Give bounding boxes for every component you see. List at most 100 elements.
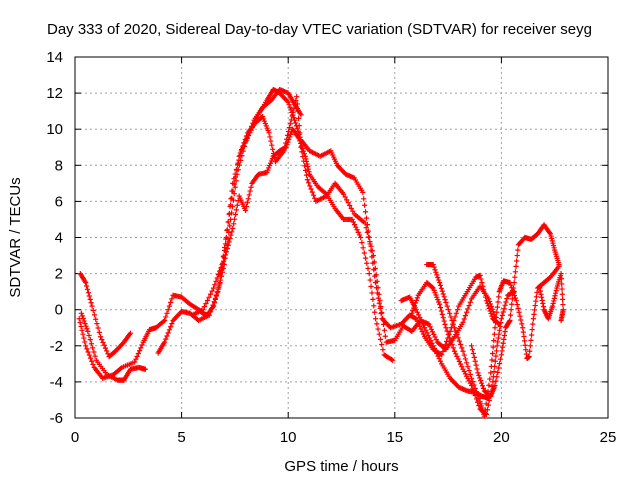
data-point [495,335,501,341]
data-point [523,351,529,357]
data-point [165,307,171,313]
data-point [77,319,83,326]
data-point [81,318,87,324]
data-point [350,208,356,214]
data-point [434,272,440,278]
data-point [472,392,478,399]
x-tick-label: 20 [493,429,510,446]
data-point [472,358,478,364]
data-point [459,364,465,370]
data-point [515,247,521,253]
data-point [411,302,418,309]
data-point [94,321,100,327]
data-point [99,337,105,343]
data-point [437,358,444,364]
data-point [225,242,231,248]
data-point [78,323,84,330]
data-point [412,300,419,306]
data-point [488,388,494,394]
data-point [378,310,384,317]
data-point [209,305,215,312]
data-point [134,353,140,359]
data-point [556,261,562,268]
data-point [228,202,234,208]
data-point [553,290,559,296]
data-point [295,108,301,114]
data-point [465,306,471,312]
y-tick-label: 8 [55,157,63,174]
data-point [521,333,527,340]
data-point [551,298,557,304]
data-point [475,399,481,405]
data-point [498,319,504,326]
data-point [429,340,435,346]
series-track-6 [217,126,396,363]
data-point [487,393,493,399]
y-axis-title: SDTVAR / TECUs [7,177,24,297]
data-point [104,348,110,354]
data-point [480,385,487,391]
data-point [298,112,304,118]
data-point [390,357,396,363]
data-point [442,297,448,303]
data-point [478,378,484,384]
data-point [473,396,480,402]
data-point [224,227,230,234]
data-point [500,309,506,315]
data-point [432,334,438,340]
data-point [429,329,436,335]
data-point [479,280,485,286]
data-point [304,161,310,167]
data-point [166,303,173,309]
data-point [436,356,442,362]
data-point [468,343,475,349]
data-point [440,348,446,355]
data-point [303,172,310,178]
data-point [512,295,519,301]
data-point [429,284,435,290]
data-point [558,276,565,282]
data-point [209,288,215,294]
data-point [299,145,306,152]
data-point [76,316,82,322]
data-point [477,375,483,381]
data-point [491,338,497,344]
data-point [507,317,513,324]
data-point [83,323,89,329]
data-point [363,215,370,221]
data-point [527,343,533,349]
data-point [80,331,86,337]
data-point [221,258,227,264]
data-point [101,342,107,348]
data-point [211,299,217,305]
data-point [490,379,496,385]
data-point [217,277,224,283]
data-point [286,136,292,143]
data-point [527,348,533,354]
data-point [136,348,143,354]
data-point [369,290,375,296]
data-point [493,348,500,354]
data-point [363,225,369,231]
data-point [241,140,247,146]
data-point [266,130,272,136]
data-point [295,115,302,121]
data-point [374,321,380,327]
data-point [427,324,433,330]
y-tick-label: 2 [55,266,63,283]
data-point [82,321,88,327]
data-point [460,348,466,354]
data-point [231,181,237,187]
data-point [96,329,102,335]
data-point [90,361,96,367]
data-point [91,349,97,355]
data-point [473,362,479,368]
data-point [433,337,439,343]
data-point [454,353,460,359]
data-point [457,361,464,367]
data-point [489,306,495,312]
data-point [227,223,233,229]
data-point [210,285,217,291]
data-point [362,202,368,208]
data-series [76,86,566,419]
